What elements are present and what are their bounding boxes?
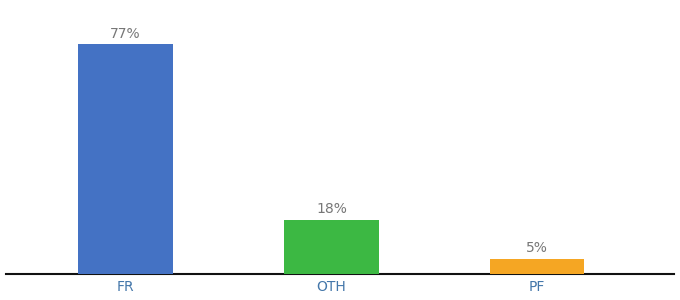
Bar [490,259,584,274]
Text: 77%: 77% [110,27,141,41]
Bar [78,44,173,274]
Text: 5%: 5% [526,241,548,255]
Text: 18%: 18% [316,202,347,216]
Bar [284,220,379,274]
